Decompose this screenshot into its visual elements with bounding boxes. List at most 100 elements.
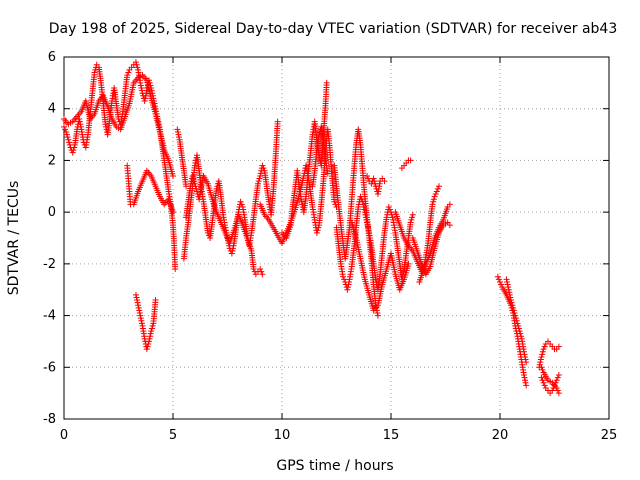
data-point [127, 201, 134, 208]
data-point-interp [504, 278, 511, 285]
data-point-interp [66, 139, 73, 146]
data-point-interp [138, 320, 145, 327]
data-point-interp [62, 126, 69, 133]
data-point-interp [539, 348, 546, 355]
data-point [370, 175, 377, 182]
x-tick-label: 20 [492, 428, 509, 443]
data-point [141, 97, 148, 104]
data-point-interp [511, 309, 518, 316]
data-point [298, 198, 305, 205]
data-point-interp [508, 299, 515, 306]
data-point-interp [539, 366, 546, 373]
data-point-interp [315, 224, 322, 231]
data-point-interp [64, 134, 71, 141]
data-point [152, 297, 159, 304]
data-points [61, 59, 562, 397]
data-point [132, 59, 139, 66]
data-point [446, 201, 453, 208]
data-point [61, 123, 67, 130]
data-point-interp [143, 90, 150, 97]
data-point-interp [346, 278, 353, 285]
data-point-interp [512, 315, 519, 322]
data-point [316, 131, 323, 138]
data-point [383, 214, 390, 221]
data-point-interp [192, 160, 199, 167]
x-tick-label: 25 [601, 428, 618, 443]
data-point [433, 188, 440, 195]
data-point-interp [71, 144, 78, 151]
data-point-interp [541, 382, 548, 389]
x-tick-label: 0 [60, 428, 68, 443]
data-point [520, 348, 527, 355]
data-point [228, 250, 235, 257]
data-point-interp [133, 294, 140, 301]
data-point-interp [191, 178, 198, 185]
data-point [189, 172, 196, 179]
data-point [507, 297, 514, 304]
data-point [549, 387, 556, 394]
data-point-interp [504, 281, 511, 288]
data-point-interp [147, 330, 154, 337]
data-point [407, 219, 414, 226]
data-point [540, 379, 547, 386]
data-point-interp [522, 377, 529, 384]
data-point [65, 136, 72, 143]
data-point-interp [522, 356, 529, 363]
data-point [137, 79, 144, 86]
data-point-interp [258, 268, 265, 275]
chart-title: Day 198 of 2025, Sidereal Day-to-day VTE… [49, 21, 618, 37]
x-tick-label: 5 [169, 428, 177, 443]
data-point-interp [147, 333, 154, 340]
data-point-interp [134, 64, 141, 71]
data-point-interp [515, 322, 522, 329]
data-point [143, 346, 150, 353]
data-point [255, 180, 262, 187]
data-point-interp [344, 284, 351, 291]
data-point-interp [175, 134, 182, 141]
data-point-interp [137, 82, 144, 89]
data-point [91, 69, 98, 76]
data-point-interp [510, 307, 517, 314]
data-point-interp [142, 95, 149, 102]
data-point-interp [256, 175, 263, 182]
data-point [494, 273, 501, 280]
data-point-interp [434, 185, 441, 192]
data-point [170, 209, 176, 216]
data-point-interp [430, 198, 437, 205]
data-point [313, 229, 320, 236]
data-point [124, 72, 131, 79]
data-point-interp [408, 216, 415, 223]
data-point [302, 162, 309, 169]
data-point-interp [389, 214, 396, 221]
data-point [340, 273, 347, 280]
data-point-interp [537, 356, 544, 363]
data-point-interp [125, 69, 132, 76]
data-point-interp [229, 245, 236, 252]
data-point-interp [541, 343, 548, 350]
plot-frame [63, 56, 610, 420]
data-point-interp [63, 131, 70, 138]
y-axis-label: SDTVAR / TECUs [6, 181, 22, 296]
data-point-interp [192, 183, 199, 190]
data-point [274, 118, 281, 125]
data-point [250, 266, 257, 273]
data-point-interp [174, 128, 181, 135]
data-point [146, 338, 153, 345]
data-point-interp [133, 61, 140, 68]
data-point [514, 320, 521, 327]
data-point [435, 183, 442, 190]
data-point [555, 390, 562, 397]
data-point [102, 121, 109, 128]
data-point-interp [314, 227, 321, 234]
data-point-interp [135, 304, 142, 311]
data-point [553, 377, 560, 384]
data-point-interp [144, 343, 151, 350]
data-point-interp [430, 196, 437, 203]
x-tick-label: 15 [383, 428, 400, 443]
data-point [259, 162, 266, 169]
y-tick-label: 0 [48, 205, 56, 220]
data-point-interp [521, 351, 528, 358]
data-point-interp [432, 191, 439, 198]
data-point [257, 172, 264, 179]
data-point-interp [137, 315, 144, 322]
